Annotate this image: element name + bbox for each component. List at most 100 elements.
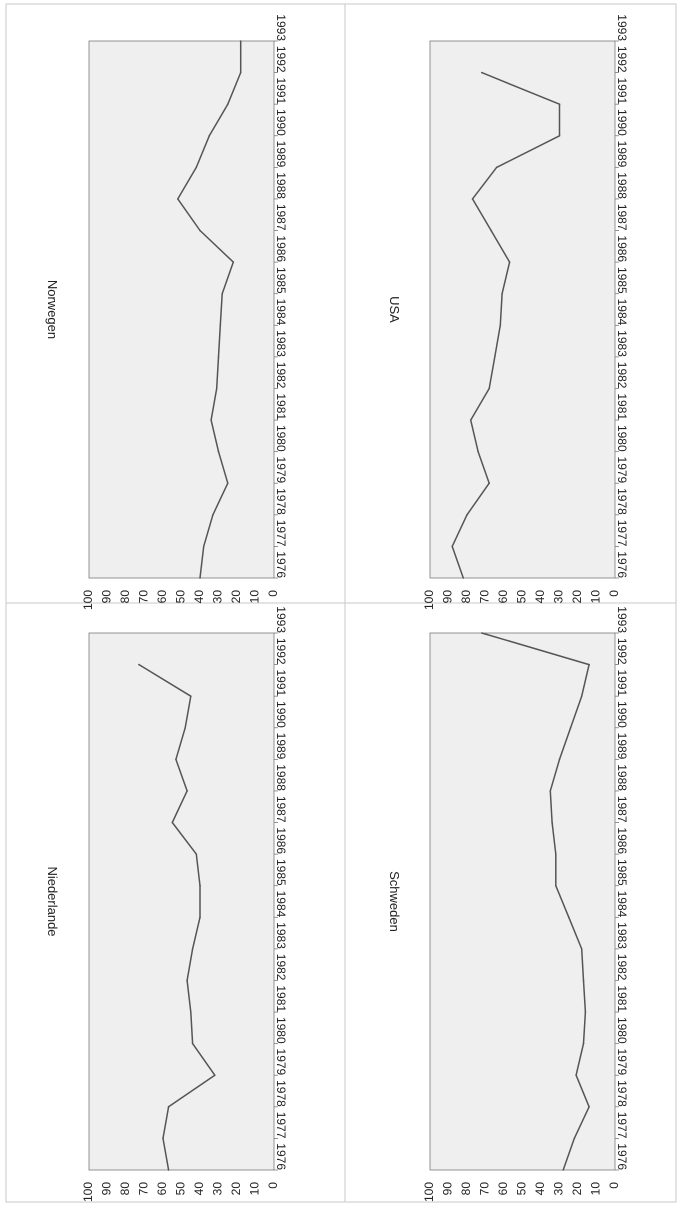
data-point [490, 229, 492, 232]
category-tick-label: 1989 [274, 141, 288, 168]
data-point [215, 387, 218, 390]
category-tick-label: 1979 [274, 457, 288, 484]
data-point [558, 103, 561, 105]
category-tick-label: 1985 [615, 267, 629, 294]
category-tick-label: 1987 [615, 204, 629, 231]
value-tick-label: 40 [533, 1182, 547, 1196]
charts-layer: Niederlande01020304050607080901001976197… [45, 14, 629, 1202]
plot-area [429, 40, 616, 579]
value-tick-label: 80 [118, 1182, 132, 1196]
value-tick-label: 50 [515, 590, 529, 604]
category-tick-label: 1989 [274, 733, 288, 760]
category-tick-label: 1985 [274, 859, 288, 886]
value-tick-label: 20 [570, 1182, 584, 1196]
plot-area [88, 40, 275, 579]
category-tick-label: 1983 [615, 330, 629, 357]
value-tick-label: 100 [81, 1182, 95, 1202]
data-point [462, 577, 465, 579]
value-tick-label: 60 [496, 590, 510, 604]
category-tick-label: 1988 [615, 172, 629, 199]
category-tick-label: 1979 [274, 1049, 288, 1076]
category-tick-label: 1983 [274, 922, 288, 949]
data-point [167, 1106, 170, 1108]
category-tick-label: 1977 [274, 1112, 288, 1139]
value-tick-label: 70 [478, 590, 492, 604]
value-tick-label: 90 [441, 1182, 455, 1196]
data-point [481, 632, 483, 634]
value-tick-label: 70 [137, 1182, 151, 1196]
data-point [580, 948, 583, 950]
data-point [177, 198, 179, 200]
category-tick-label: 1982 [615, 362, 629, 389]
chart-title: Niederlande [45, 866, 60, 936]
data-point [138, 663, 140, 666]
category-tick-label: 1986 [274, 235, 288, 262]
chart-norwegen: Norwegen 0 10 20 30 40 50 60 70 80 90 100 1976 1977 19… [45, 14, 288, 610]
value-tick-label: 0 [607, 590, 621, 597]
data-point [199, 577, 201, 579]
category-tick-label: 1985 [615, 859, 629, 886]
category-tick-label: 1976 [274, 1143, 288, 1170]
value-tick-label: 0 [266, 590, 280, 597]
value-tick-label: 90 [100, 1182, 114, 1196]
data-point [167, 1169, 170, 1171]
data-point [189, 1011, 192, 1013]
data-point [239, 40, 242, 42]
value-tick-label: 10 [589, 590, 603, 604]
value-tick-label: 100 [422, 1182, 436, 1202]
value-tick-label: 80 [459, 590, 473, 604]
plot-area [88, 632, 275, 1171]
category-tick-label: 1981 [274, 985, 288, 1012]
value-tick-label: 90 [100, 590, 114, 604]
category-tick-label: 1978 [615, 1080, 629, 1107]
category-tick-label: 1993 [615, 606, 629, 633]
category-tick-label: 1980 [615, 425, 629, 452]
data-point [191, 1042, 194, 1045]
chart-schweden: Schweden 0 10 20 30 40 50 60 70 80 90 100 1976 1977 19… [387, 606, 629, 1202]
data-point [219, 324, 222, 327]
value-tick-label: 100 [422, 590, 436, 610]
data-point [199, 916, 201, 919]
value-tick-label: 80 [118, 590, 132, 604]
category-tick-label: 1978 [615, 488, 629, 515]
chart-usa: USA 0 10 20 30 40 50 60 70 80 90 100 1976 1977 1978 197… [387, 14, 629, 610]
chart-niederlande: Niederlande 0 10 20 30 40 50 60 70 80 90 100 1976 197… [45, 606, 288, 1202]
data-point [217, 450, 220, 453]
data-point [208, 134, 211, 137]
category-tick-label: 1991 [274, 669, 288, 696]
data-point [569, 726, 572, 729]
category-tick-label: 1992 [615, 46, 629, 73]
category-tick-label: 1978 [274, 1080, 288, 1107]
data-point [171, 821, 174, 824]
series-line [177, 41, 242, 579]
category-tick-label: 1993 [615, 14, 629, 41]
category-tick-label: 1992 [274, 638, 288, 665]
chart-title: Norwegen [45, 280, 60, 339]
data-point [555, 884, 557, 887]
data-point [562, 1169, 564, 1171]
data-point [501, 292, 503, 295]
category-tick-label: 1981 [274, 393, 288, 420]
data-point [588, 663, 590, 666]
data-point [488, 387, 491, 390]
value-tick-label: 20 [570, 590, 584, 604]
data-point [226, 482, 229, 485]
category-tick-label: 1990 [274, 109, 288, 136]
category-tick-label: 1987 [615, 796, 629, 823]
value-tick-label: 20 [229, 1182, 243, 1196]
data-point [232, 261, 235, 263]
value-tick-label: 80 [459, 1182, 473, 1196]
value-tick-label: 40 [192, 590, 206, 604]
data-point [558, 758, 561, 761]
category-tick-label: 1992 [274, 46, 288, 73]
value-tick-label: 70 [478, 1182, 492, 1196]
category-tick-label: 1979 [615, 1049, 629, 1076]
data-point [175, 758, 177, 761]
category-tick-label: 1989 [615, 733, 629, 760]
plot-area [429, 632, 616, 1171]
category-tick-label: 1992 [615, 638, 629, 665]
outer-frame [5, 3, 677, 1203]
data-point [558, 134, 561, 137]
category-tick-label: 1976 [274, 551, 288, 578]
